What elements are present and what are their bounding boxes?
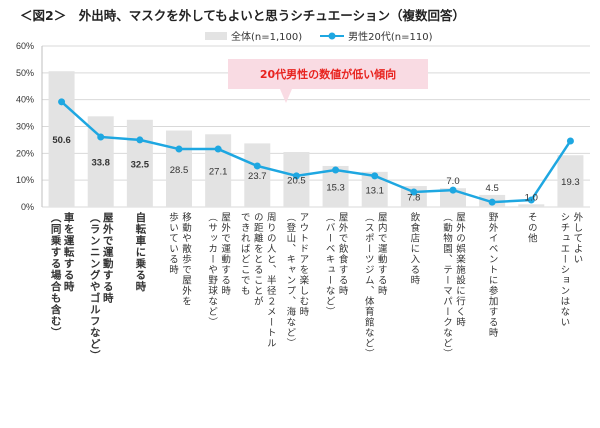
bar-value-label: 32.5	[131, 159, 150, 170]
line-point	[332, 166, 340, 174]
bar-value-label: 7.0	[446, 176, 459, 187]
bar	[518, 204, 545, 207]
y-tick-label: 40%	[16, 95, 34, 105]
x-tick-label: 外してよい シチュエーションはない	[558, 212, 583, 328]
line-point	[97, 133, 105, 141]
legend-label-men20s: 男性20代(n=110)	[348, 32, 433, 43]
bar-value-label: 1.0	[525, 192, 538, 203]
line-point	[253, 162, 261, 170]
line-point	[371, 172, 379, 180]
bar-value-label: 28.5	[170, 165, 189, 176]
x-tick-label: アウトドアを楽しむ時 （登山、キャンプ、海など）	[284, 212, 309, 349]
line-point	[449, 186, 457, 194]
chart-title: ＜図2＞ 外出時、マスクを外してもよいと思うシチュエーション（複数回答）	[20, 8, 465, 23]
line-point	[410, 188, 418, 196]
legend-bar-swatch	[205, 31, 227, 40]
bar-value-label: 27.1	[209, 167, 228, 178]
bar	[557, 155, 584, 207]
line-point	[136, 136, 144, 144]
bar-value-label: 7.8	[407, 193, 420, 204]
bar	[283, 151, 310, 207]
x-tick-label: その他	[525, 212, 537, 244]
bar	[244, 143, 271, 207]
bar-value-label: 23.7	[248, 171, 267, 182]
x-tick-label: 車を運転する時 （同乗する場合も含む）	[49, 212, 75, 339]
legend-label-overall: 全体(n=1,100)	[231, 32, 303, 43]
y-tick-label: 50%	[16, 68, 34, 78]
y-tick-label: 30%	[16, 122, 34, 132]
bar	[166, 130, 192, 207]
y-tick-label: 60%	[16, 41, 34, 51]
line-point	[214, 145, 222, 153]
bar-value-label: 50.6	[52, 135, 71, 146]
bar-value-label: 19.3	[561, 177, 580, 188]
bar-value-label: 13.1	[365, 185, 384, 196]
series-line-men20s	[60, 100, 572, 204]
x-tick-label: 移動や散歩で屋外を 歩いている時	[167, 212, 191, 307]
y-tick-label: 0%	[21, 202, 34, 212]
x-tick-label: 屋外で運動する時 （サッカーや野球など）	[206, 212, 231, 328]
bar	[126, 119, 153, 207]
x-tick-label: 野外イベントに参加する時	[486, 212, 498, 338]
line-point	[488, 198, 496, 206]
bar-value-label: 4.5	[486, 183, 499, 194]
line-point	[292, 172, 300, 180]
x-tick-label: 周りの人と、半径２メートル の距離をとることが できればどこでも	[238, 212, 276, 349]
bar-value-label: 33.8	[91, 158, 110, 169]
legend-item-overall: 全体(n=1,100)	[205, 28, 302, 43]
bar	[48, 71, 75, 208]
line-point	[566, 137, 574, 145]
x-tick-label: 屋外の娯楽施設に行く時 （動物園、テーマパークなど）	[441, 212, 465, 359]
legend-item-men20s: 男性20代(n=110)	[320, 28, 433, 43]
legend-line-swatch	[320, 32, 345, 39]
line-point	[527, 196, 535, 204]
y-tick-label: 20%	[16, 148, 34, 158]
bar	[87, 116, 114, 207]
x-tick-label: 屋外で運動する時 （ランニングやゴルフなど）	[88, 212, 114, 362]
x-tick-label: 自転車に乗る時	[134, 212, 147, 293]
legend: 全体(n=1,100) 男性20代(n=110)	[205, 28, 433, 43]
line-point	[58, 98, 66, 106]
x-tick-label: 飲食店に入る時	[408, 212, 420, 286]
line-point	[175, 145, 183, 153]
y-tick-label: 10%	[16, 175, 34, 185]
annotation-callout-tail	[280, 89, 292, 103]
x-tick-label: 屋外で飲食する時 （バーベキューなど）	[323, 212, 348, 317]
bar-value-label: 15.3	[326, 182, 345, 193]
bar-value-label: 20.5	[287, 175, 306, 186]
x-tick-label: 屋内で運動する時 （スポーツジム、体育館など）	[362, 212, 387, 359]
annotation-callout: 20代男性の数値が低い傾向	[228, 59, 428, 89]
